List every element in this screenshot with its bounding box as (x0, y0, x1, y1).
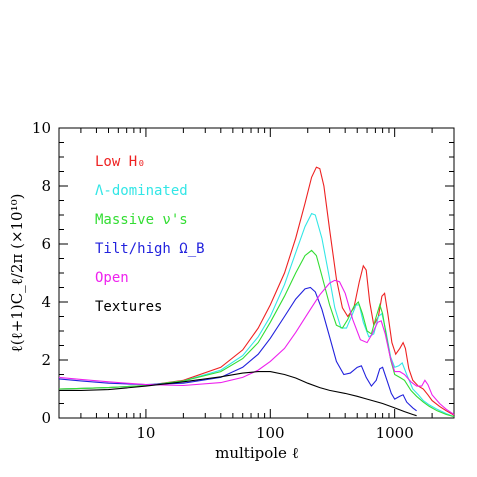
y-tick-label: 8 (41, 177, 51, 195)
legend: Low H₀ Λ-dominated Massive ν's Tilt/high Ω_… (95, 154, 205, 315)
y-tick-label: 2 (41, 351, 51, 369)
y-tick-label: 0 (41, 409, 51, 427)
axis-tick-labels: 10 100 1000 0 2 4 6 8 10 (32, 119, 414, 442)
x-tick-label: 1000 (376, 424, 414, 442)
x-tick-label: 100 (256, 424, 285, 442)
legend-entry: Λ-dominated (95, 183, 188, 199)
y-axis-label: ℓ(ℓ+1)C_ℓ/2π (×10¹⁰) (8, 194, 26, 353)
legend-entry: Open (95, 270, 129, 286)
series-lines (58, 166, 455, 418)
legend-entry: Low H₀ (95, 154, 146, 170)
x-tick-label: 10 (136, 424, 155, 442)
legend-entry: Textures (95, 299, 162, 315)
series-line-6 (59, 371, 417, 417)
y-tick-label: 4 (41, 293, 51, 311)
x-axis-label: multipole ℓ (215, 444, 299, 462)
series-line-1 (58, 166, 455, 416)
y-tick-label: 6 (41, 235, 51, 253)
legend-entry: Massive ν's (95, 212, 188, 228)
y-tick-label: 10 (32, 119, 51, 137)
series-line-2 (58, 212, 455, 418)
series-line-5 (58, 279, 455, 415)
legend-entry: Tilt/high Ω_B (95, 241, 205, 257)
series-line-4 (58, 286, 417, 412)
axis-ticks (58, 127, 455, 419)
series-line-3 (58, 249, 455, 418)
